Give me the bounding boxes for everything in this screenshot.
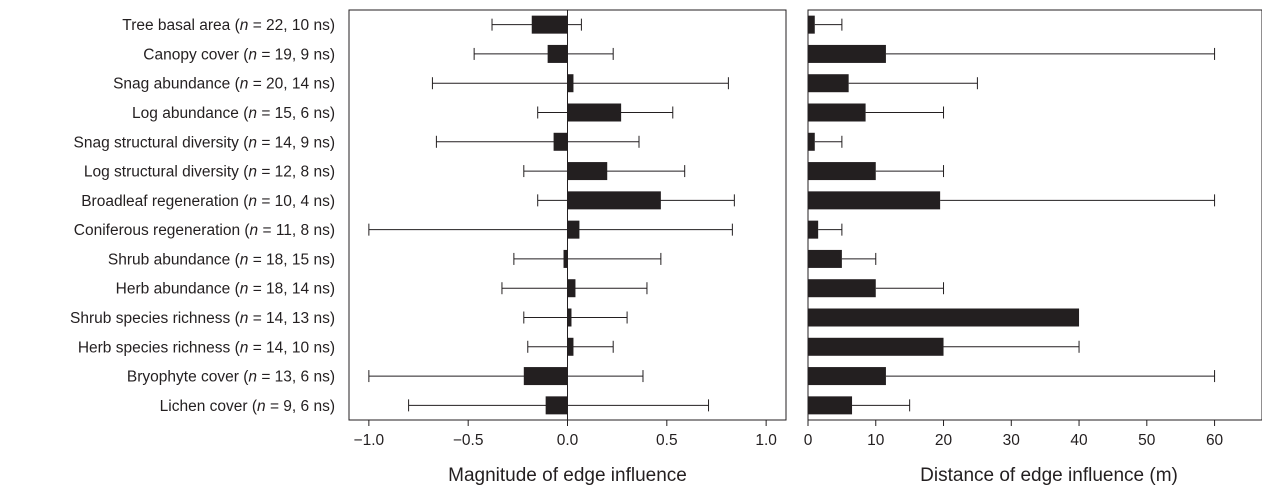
distance-bar <box>808 367 886 386</box>
category-label: Log structural diversity (n = 12, 8 ns) <box>84 164 335 181</box>
distance-bar <box>808 162 876 181</box>
category-label: Shrub species richness (n = 14, 13 ns) <box>70 310 335 327</box>
magnitude-axis-tick-label: 0.5 <box>656 432 678 449</box>
category-label: Tree basal area (n = 22, 10 ns) <box>122 17 335 34</box>
category-label: Broadleaf regeneration (n = 10, 4 ns) <box>81 193 335 210</box>
magnitude-bar <box>545 396 568 415</box>
distance-axis-tick-label: 30 <box>1003 432 1021 449</box>
magnitude-bar <box>553 132 568 151</box>
distance-axis-title: Distance of edge influence (m) <box>920 465 1178 486</box>
category-label: Shrub abundance (n = 18, 15 ns) <box>108 251 335 268</box>
magnitude-bar <box>567 74 574 93</box>
distance-axis-tick-label: 60 <box>1206 432 1224 449</box>
magnitude-bar <box>567 220 580 239</box>
distance-bar <box>808 249 842 268</box>
distance-bar <box>808 132 815 151</box>
magnitude-axis-tick-label: 0.0 <box>557 432 579 449</box>
magnitude-axis-tick-label: −1.0 <box>354 432 385 449</box>
magnitude-bar <box>567 191 661 210</box>
category-label: Herb species richness (n = 14, 10 ns) <box>78 339 335 356</box>
distance-axis-tick-label: 40 <box>1070 432 1088 449</box>
distance-bar <box>808 103 866 122</box>
category-label: Herb abundance (n = 18, 14 ns) <box>116 281 335 298</box>
magnitude-bar <box>531 15 568 34</box>
category-label: Snag structural diversity (n = 14, 9 ns) <box>74 134 335 151</box>
distance-bar <box>808 15 815 34</box>
category-label: Log abundance (n = 15, 6 ns) <box>132 105 335 122</box>
distance-bar <box>808 396 853 415</box>
magnitude-bar <box>523 367 568 386</box>
magnitude-bar <box>567 103 622 122</box>
magnitude-panel: −1.0 −0.5 0.0 0.5 1.0 Magnitude of edge influ… <box>348 9 787 486</box>
distance-axis-tick-label: 50 <box>1138 432 1156 449</box>
magnitude-bar <box>567 308 572 327</box>
distance-bar <box>808 337 944 356</box>
distance-axis-tick-label: 10 <box>867 432 885 449</box>
category-label: Bryophyte cover (n = 13, 6 ns) <box>127 369 335 386</box>
category-label: Canopy cover (n = 19, 9 ns) <box>143 46 335 63</box>
category-label: Lichen cover (n = 9, 6 ns) <box>160 398 335 415</box>
distance-bar <box>808 44 886 63</box>
distance-axis-tick-label: 20 <box>935 432 953 449</box>
category-label: Coniferous regeneration (n = 11, 8 ns) <box>74 222 335 239</box>
magnitude-axis-tick-label: 1.0 <box>755 432 777 449</box>
distance-bar <box>808 279 876 298</box>
distance-axis-tick-label: 0 <box>804 432 813 449</box>
magnitude-bar <box>567 337 574 356</box>
magnitude-bar <box>567 279 576 298</box>
category-label: Snag abundance (n = 20, 14 ns) <box>113 76 335 93</box>
magnitude-bar <box>547 44 568 63</box>
magnitude-bar <box>567 162 608 181</box>
magnitude-axis-tick-label: −0.5 <box>453 432 484 449</box>
distance-bar <box>808 74 849 93</box>
distance-bar <box>808 191 941 210</box>
distance-panel-frame <box>807 9 1262 421</box>
category-labels: Tree basal area (n = 22, 10 ns) Canopy co… <box>70 17 335 415</box>
distance-panel: 0 10 20 30 40 50 60 Distance of edge influence … <box>804 9 1262 486</box>
magnitude-bar <box>563 249 568 268</box>
magnitude-axis-title: Magnitude of edge influence <box>448 465 687 486</box>
distance-bar <box>808 308 1080 327</box>
distance-bar <box>808 220 819 239</box>
